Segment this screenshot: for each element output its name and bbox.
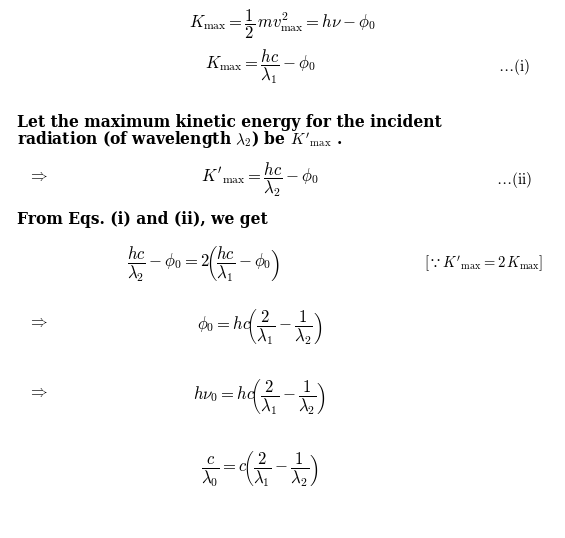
Text: Let the maximum kinetic energy for the incident: Let the maximum kinetic energy for the i…	[17, 114, 442, 131]
Text: $\phi_0 = hc\!\left(\dfrac{2}{\lambda_1} - \dfrac{1}{\lambda_2}\right)$: $\phi_0 = hc\!\left(\dfrac{2}{\lambda_1}…	[197, 307, 323, 346]
Text: $\Rightarrow$: $\Rightarrow$	[28, 384, 49, 401]
Text: $K'_{\mathrm{max}} = \dfrac{hc}{\lambda_2} - \phi_0$: $K'_{\mathrm{max}} = \dfrac{hc}{\lambda_…	[201, 161, 319, 199]
Text: $\Rightarrow$: $\Rightarrow$	[28, 314, 49, 331]
Text: $K_{\mathrm{max}} = \dfrac{hc}{\lambda_1} - \phi_0$: $K_{\mathrm{max}} = \dfrac{hc}{\lambda_1…	[205, 48, 315, 86]
Text: radiation (of wavelength $\lambda_2$) be $K'_{\mathrm{max}}$ .: radiation (of wavelength $\lambda_2$) be…	[17, 129, 342, 151]
Text: $\dfrac{hc}{\lambda_2} - \phi_0 = 2\!\left(\dfrac{hc}{\lambda_1} - \phi_0\right): $\dfrac{hc}{\lambda_2} - \phi_0 = 2\!\le…	[127, 244, 280, 283]
Text: From Eqs. (i) and (ii), we get: From Eqs. (i) and (ii), we get	[17, 211, 268, 228]
Text: $\ldots(\mathrm{i})$: $\ldots(\mathrm{i})$	[498, 57, 530, 77]
Text: $\dfrac{c}{\lambda_0} = c\!\left(\dfrac{2}{\lambda_1} - \dfrac{1}{\lambda_2}\rig: $\dfrac{c}{\lambda_0} = c\!\left(\dfrac{…	[201, 449, 319, 487]
Text: $[\because K'_{\mathrm{max}} = 2\,K_{\mathrm{max}}]$: $[\because K'_{\mathrm{max}} = 2\,K_{\ma…	[424, 254, 543, 273]
Text: $K_{\mathrm{max}} = \dfrac{1}{2}\,mv_{\mathrm{max}}^{2} = h\nu - \phi_0$: $K_{\mathrm{max}} = \dfrac{1}{2}\,mv_{\m…	[189, 8, 376, 41]
Text: $\ldots(\mathrm{ii})$: $\ldots(\mathrm{ii})$	[496, 170, 532, 190]
Text: $\Rightarrow$: $\Rightarrow$	[28, 168, 49, 185]
Text: $h\nu_0 = hc\!\left(\dfrac{2}{\lambda_1} - \dfrac{1}{\lambda_2}\right)$: $h\nu_0 = hc\!\left(\dfrac{2}{\lambda_1}…	[193, 377, 327, 416]
